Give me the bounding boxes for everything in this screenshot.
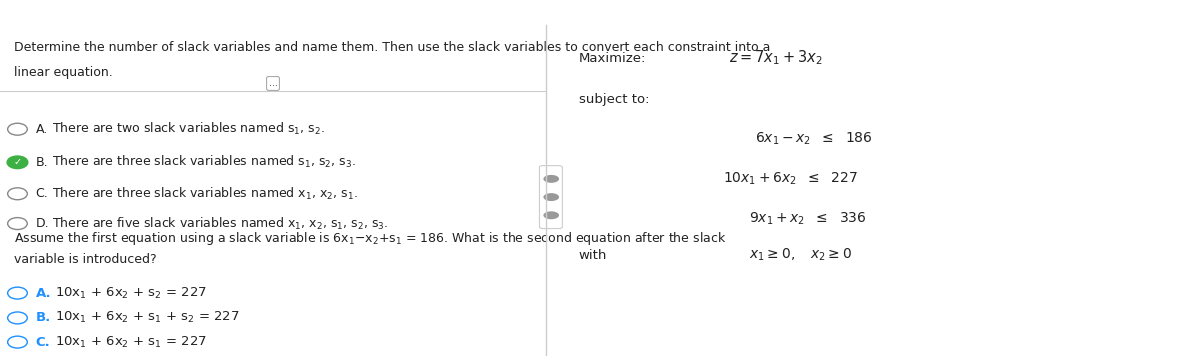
Circle shape xyxy=(544,211,559,219)
Text: B.: B. xyxy=(36,156,48,169)
Text: A.: A. xyxy=(36,287,52,300)
Text: Assume the first equation using a slack variable is $\mathregular{6x_1}$$\mathre: Assume the first equation using a slack … xyxy=(13,230,726,247)
Text: variable is introduced?: variable is introduced? xyxy=(13,253,156,267)
Text: $\mathregular{10x_1}$ + $\mathregular{6x_2}$ + $\mathregular{s_2}$ = 227: $\mathregular{10x_1}$ + $\mathregular{6x… xyxy=(55,286,206,301)
Text: There are three slack variables named $\mathregular{s_1}$, $\mathregular{s_2}$, : There are three slack variables named $\… xyxy=(52,154,356,171)
Text: $\mathregular{10x_1}$ + $\mathregular{6x_2}$ + $\mathregular{s_1}$ + $\mathregul: $\mathregular{10x_1}$ + $\mathregular{6x… xyxy=(55,310,239,325)
Text: $x_1 \geq 0,$   $x_2 \geq 0$: $x_1 \geq 0,$ $x_2 \geq 0$ xyxy=(749,247,852,263)
Text: Determine the number of slack variables and name them. Then use the slack variab: Determine the number of slack variables … xyxy=(13,42,770,54)
Text: $10x_1 + 6x_2$  $\leq$  227: $10x_1 + 6x_2$ $\leq$ 227 xyxy=(722,171,858,187)
Text: $6x_1 - x_2$  $\leq$  186: $6x_1 - x_2$ $\leq$ 186 xyxy=(755,131,872,147)
Text: $z = 7x_1 + 3x_2$: $z = 7x_1 + 3x_2$ xyxy=(730,49,823,67)
Text: ...: ... xyxy=(269,78,277,89)
Text: $9x_1 + x_2$  $\leq$  336: $9x_1 + x_2$ $\leq$ 336 xyxy=(749,210,866,227)
Text: C.: C. xyxy=(36,336,50,349)
FancyBboxPatch shape xyxy=(540,166,563,229)
Circle shape xyxy=(7,336,28,348)
Circle shape xyxy=(7,218,28,230)
Text: D.: D. xyxy=(36,217,49,230)
Circle shape xyxy=(544,193,559,201)
Circle shape xyxy=(7,287,28,299)
Text: subject to:: subject to: xyxy=(578,93,649,106)
Text: B.: B. xyxy=(36,312,50,324)
Circle shape xyxy=(7,123,28,135)
Text: with: with xyxy=(578,248,607,262)
Circle shape xyxy=(7,188,28,200)
Text: linear equation.: linear equation. xyxy=(13,66,113,79)
Text: There are two slack variables named $\mathregular{s_1}$, $\mathregular{s_2}$.: There are two slack variables named $\ma… xyxy=(52,121,325,137)
Text: There are five slack variables named $\mathregular{x_1}$, $\mathregular{x_2}$, $: There are five slack variables named $\m… xyxy=(52,215,389,232)
Text: $\mathregular{10x_1}$ + $\mathregular{6x_2}$ + $\mathregular{s_1}$ = 227: $\mathregular{10x_1}$ + $\mathregular{6x… xyxy=(55,335,206,350)
Text: There are three slack variables named $\mathregular{x_1}$, $\mathregular{x_2}$, : There are three slack variables named $\… xyxy=(52,186,358,202)
Text: ✓: ✓ xyxy=(13,157,22,167)
Circle shape xyxy=(7,156,28,169)
Text: A.: A. xyxy=(36,123,48,136)
Text: C.: C. xyxy=(36,187,48,200)
Circle shape xyxy=(544,175,559,183)
Text: Maximize:: Maximize: xyxy=(578,52,646,64)
Circle shape xyxy=(7,312,28,324)
